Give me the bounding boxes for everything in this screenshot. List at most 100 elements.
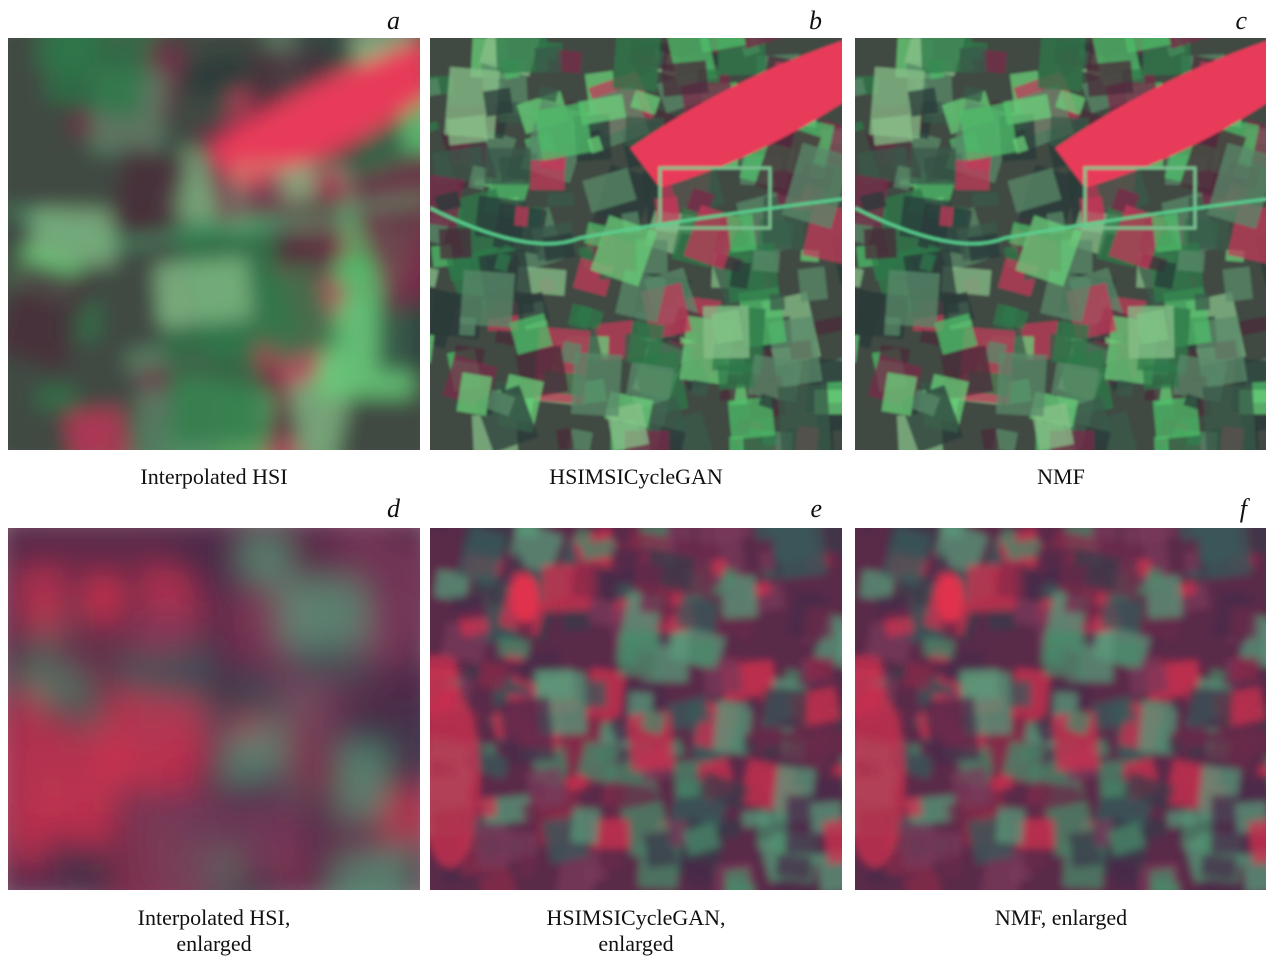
texture [584, 680, 607, 707]
texture [1128, 306, 1175, 359]
red-spot [511, 574, 539, 622]
texture [859, 528, 873, 532]
texture [1086, 60, 1134, 97]
panel-letter: a [360, 6, 400, 36]
texture [877, 593, 912, 620]
texture [1109, 857, 1140, 890]
texture [908, 87, 939, 116]
texture [864, 228, 897, 260]
texture [571, 807, 600, 844]
image-content [8, 38, 420, 450]
texture [439, 228, 472, 260]
texture [1037, 38, 1086, 92]
texture [903, 823, 934, 869]
texture [1142, 363, 1178, 390]
texture [959, 102, 1018, 160]
texture [1195, 294, 1211, 311]
texture [1177, 250, 1205, 272]
texture [36, 385, 77, 410]
texture [775, 854, 812, 880]
image-content [855, 38, 1266, 450]
panel-letter: d [360, 494, 400, 524]
texture [1154, 436, 1169, 450]
panel-image [430, 528, 842, 890]
texture [154, 257, 253, 328]
texture [942, 620, 958, 634]
texture [612, 38, 661, 92]
panel-caption: NMF [855, 464, 1266, 490]
panel-caption: NMF, enlarged [855, 905, 1266, 931]
texture [1112, 640, 1140, 665]
texture [456, 372, 492, 415]
texture [126, 790, 225, 890]
texture [1152, 214, 1182, 253]
texture [691, 380, 710, 398]
texture [1041, 633, 1068, 666]
texture [959, 46, 987, 74]
texture [833, 765, 842, 776]
texture [967, 233, 1001, 262]
panel-caption: Interpolated HSI, [8, 905, 420, 931]
panel-caption: HSIMSICycleGAN, [430, 905, 842, 931]
texture [661, 60, 709, 97]
texture [924, 696, 980, 765]
texture [770, 294, 786, 311]
texture [514, 206, 528, 226]
panel-caption: enlarged [8, 931, 420, 957]
texture [752, 250, 780, 272]
panel-letter: e [782, 494, 822, 524]
texture [717, 363, 753, 390]
texture [18, 566, 67, 633]
image-content [8, 528, 420, 890]
texture [627, 321, 664, 366]
texture [729, 436, 744, 450]
texture [298, 713, 347, 751]
texture [1188, 569, 1203, 579]
texture [206, 674, 279, 721]
panel-image [855, 38, 1266, 450]
texture [885, 270, 940, 328]
panel-letter: f [1207, 494, 1247, 524]
texture [534, 102, 593, 160]
texture [485, 148, 532, 185]
texture [972, 192, 1000, 207]
panel-letter: b [782, 6, 822, 36]
texture [939, 206, 953, 226]
panel-image [855, 528, 1266, 890]
texture [687, 640, 715, 665]
texture [460, 270, 515, 328]
texture [542, 233, 576, 262]
texture [1202, 384, 1256, 450]
texture [996, 352, 1047, 416]
texture [718, 818, 741, 839]
texture [923, 637, 955, 658]
texture [904, 797, 923, 818]
image-content [430, 38, 842, 450]
panel-image [8, 38, 420, 450]
texture [806, 606, 833, 638]
texture [1116, 380, 1135, 398]
panel-image [430, 38, 842, 450]
texture [1223, 266, 1253, 301]
image-content [430, 528, 842, 890]
texture [164, 319, 266, 447]
texture [996, 807, 1025, 844]
texture [479, 797, 498, 818]
figure: aInterpolated HSIbHSIMSICycleGANcNMFdInt… [0, 0, 1266, 960]
texture [798, 266, 828, 301]
texture [517, 620, 533, 634]
texture [499, 696, 555, 765]
panel-caption: Interpolated HSI [8, 464, 420, 490]
texture [498, 637, 530, 658]
texture [807, 657, 834, 682]
texture [763, 569, 778, 579]
texture [556, 428, 574, 450]
texture [1200, 854, 1237, 880]
texture [1232, 657, 1259, 682]
texture [338, 744, 388, 817]
red-spot [936, 574, 964, 622]
texture [727, 214, 757, 253]
texture [881, 372, 917, 415]
texture [571, 352, 622, 416]
texture [1143, 818, 1166, 839]
